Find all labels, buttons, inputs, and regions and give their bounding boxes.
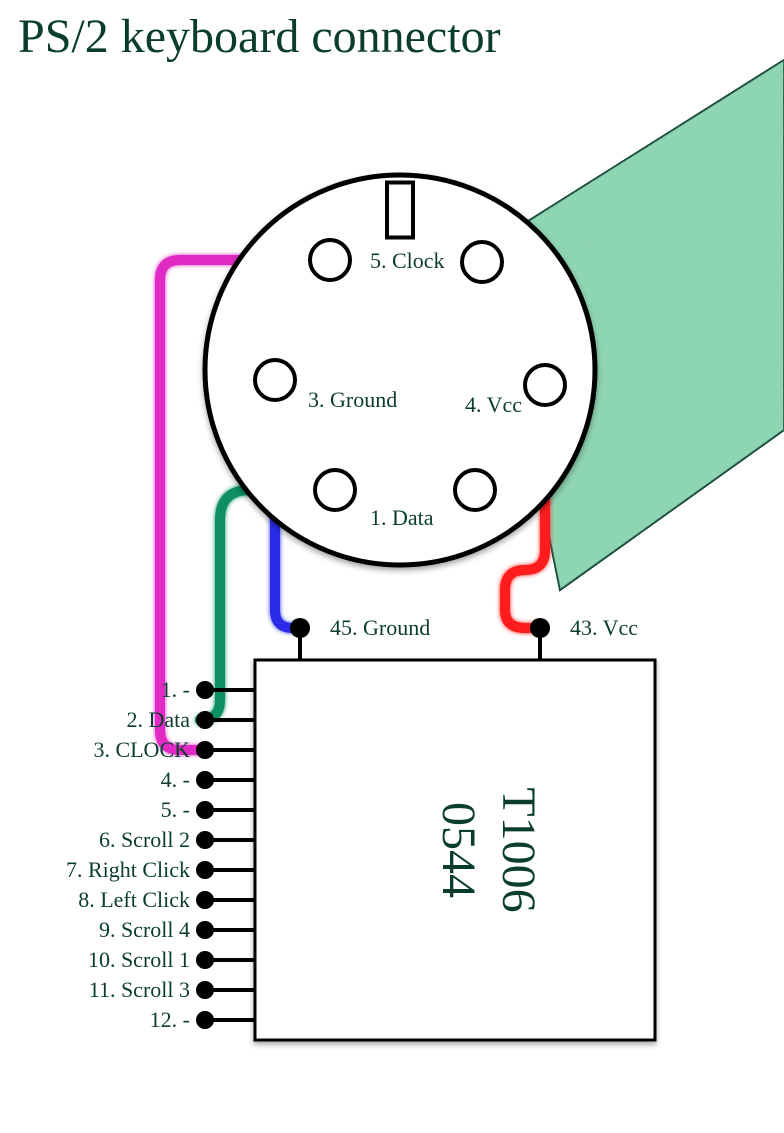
chip-top-pin-1	[530, 618, 550, 638]
chip-left-pin-11	[196, 981, 214, 999]
chip-left-pin-label-1: 1. -	[161, 677, 190, 702]
chip-left-pin-4	[196, 771, 214, 789]
chip-left-pin-5	[196, 801, 214, 819]
chip-top-pin-0	[290, 618, 310, 638]
connector-pin2	[455, 470, 495, 510]
chip-left-pin-8	[196, 891, 214, 909]
chip-left-pin-label-5: 5. -	[161, 797, 190, 822]
chip-top-pin-label-1: 43. Vcc	[570, 615, 638, 640]
label-pin4: 4. Vcc	[465, 392, 522, 417]
chip-left-pin-label-12: 12. -	[150, 1007, 190, 1032]
connector-pin5	[310, 240, 350, 280]
chip-top-pin-label-0: 45. Ground	[330, 615, 430, 640]
page-title: PS/2 keyboard connector	[18, 10, 501, 63]
chip-left-pin-label-11: 11. Scroll 3	[89, 977, 190, 1002]
chip-left-pin-label-7: 7. Right Click	[66, 857, 190, 882]
chip-label-2: 0544	[432, 802, 485, 898]
chip-left-pin-10	[196, 951, 214, 969]
connector-pin4	[525, 365, 565, 405]
label-pin3: 3. Ground	[308, 387, 397, 412]
chip-left-pin-12	[196, 1011, 214, 1029]
label-pin5: 5. Clock	[370, 248, 445, 273]
chip-left-pin-1	[196, 681, 214, 699]
label-pin1: 1. Data	[370, 505, 434, 530]
chip-left-pin-7	[196, 861, 214, 879]
chip-left-pin-9	[196, 921, 214, 939]
chip-left-pin-2	[196, 711, 214, 729]
chip: T1006 0544	[196, 618, 655, 1040]
chip-left-pin-6	[196, 831, 214, 849]
chip-left-pin-label-4: 4. -	[161, 767, 190, 792]
chip-left-pin-label-2: 2. Data	[126, 707, 190, 732]
connector-pin6	[462, 242, 502, 282]
chip-left-pin-label-8: 8. Left Click	[78, 887, 190, 912]
chip-label-1: T1006	[492, 787, 545, 912]
connector-pin1	[315, 470, 355, 510]
chip-left-pin-label-10: 10. Scroll 1	[88, 947, 190, 972]
chip-left-pin-label-6: 6. Scroll 2	[99, 827, 190, 852]
connector-pin3	[255, 360, 295, 400]
chip-left-pin-label-9: 9. Scroll 4	[99, 917, 190, 942]
chip-left-pin-label-3: 3. CLOCK	[93, 737, 190, 762]
chip-left-pin-3	[196, 741, 214, 759]
